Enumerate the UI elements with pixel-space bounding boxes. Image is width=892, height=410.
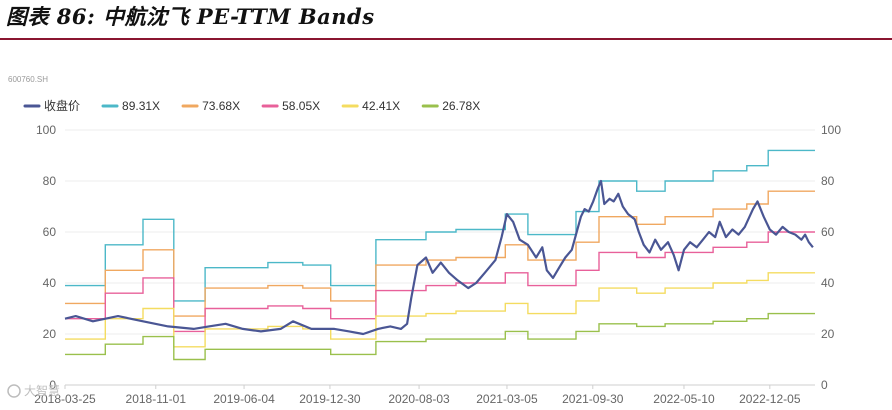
y-tick-label-right: 100 xyxy=(821,123,841,137)
legend-label: 89.31X xyxy=(122,99,160,113)
y-tick-label-right: 20 xyxy=(821,327,835,341)
legend-item[interactable]: 58.05X xyxy=(261,99,320,113)
legend-item[interactable]: 73.68X xyxy=(181,99,240,113)
band-line-26.78X xyxy=(65,312,815,361)
legend-item[interactable]: 89.31X xyxy=(101,99,160,113)
x-tick-label: 2018-11-01 xyxy=(126,392,187,406)
legend-item[interactable]: 26.78X xyxy=(421,99,480,113)
legend-label: 73.68X xyxy=(202,99,240,113)
band-line-73.68X xyxy=(65,190,815,317)
x-tick-label: 2021-03-05 xyxy=(476,392,538,406)
y-tick-label-left: 40 xyxy=(43,276,57,290)
x-tick-label: 2020-08-03 xyxy=(388,392,450,406)
x-tick-label: 2022-05-10 xyxy=(653,392,715,406)
right-y-axis: 0 20 40 60 80 100 xyxy=(821,123,841,392)
title-divider xyxy=(0,38,892,40)
y-tick-label-left: 60 xyxy=(43,225,57,239)
left-y-axis: 0 20 40 60 80 100 xyxy=(36,123,56,392)
legend[interactable]: 收盘价 89.31X 73.68X 58.05X 42.41X 26.78X xyxy=(23,98,480,113)
watermark-logo-icon xyxy=(7,384,21,398)
x-tick-label: 2019-12-30 xyxy=(299,392,361,406)
legend-item[interactable]: 42.41X xyxy=(341,99,400,113)
y-tick-label-left: 100 xyxy=(36,123,56,137)
legend-label: 42.41X xyxy=(362,99,400,113)
y-tick-label-left: 20 xyxy=(43,327,57,341)
legend-label: 收盘价 xyxy=(44,98,80,113)
watermark: 大智慧 xyxy=(7,383,60,398)
y-tick-label-right: 0 xyxy=(821,378,828,392)
legend-item[interactable]: 收盘价 xyxy=(23,98,80,113)
x-tick-label: 2018-03-25 xyxy=(34,392,96,406)
legend-label: 26.78X xyxy=(442,99,480,113)
x-axis: 2018-03-25 2018-11-01 2019-06-04 2019-12-30… xyxy=(34,385,801,406)
band-lines xyxy=(65,149,815,361)
y-tick-label-left: 80 xyxy=(43,174,57,188)
band-line-89.31X xyxy=(65,149,815,302)
watermark-text: 大智慧 xyxy=(24,383,60,398)
figure-title: 图表 86: 中航沈飞 PE-TTM Bands xyxy=(6,4,375,29)
y-tick-label-right: 60 xyxy=(821,225,835,239)
y-tick-label-right: 80 xyxy=(821,174,835,188)
y-tick-label-left: 0 xyxy=(49,378,56,392)
close-price-line xyxy=(64,179,814,336)
x-tick-label: 2021-09-30 xyxy=(562,392,624,406)
legend-label: 58.05X xyxy=(282,99,320,113)
band-line-42.41X xyxy=(65,272,815,348)
ticker-label: 600760.SH xyxy=(8,75,49,84)
y-tick-label-right: 40 xyxy=(821,276,835,290)
band-line-58.05X xyxy=(65,231,815,333)
x-tick-label: 2022-12-05 xyxy=(739,392,801,406)
x-tick-label: 2019-06-04 xyxy=(213,392,275,406)
close-price-path xyxy=(64,179,814,336)
